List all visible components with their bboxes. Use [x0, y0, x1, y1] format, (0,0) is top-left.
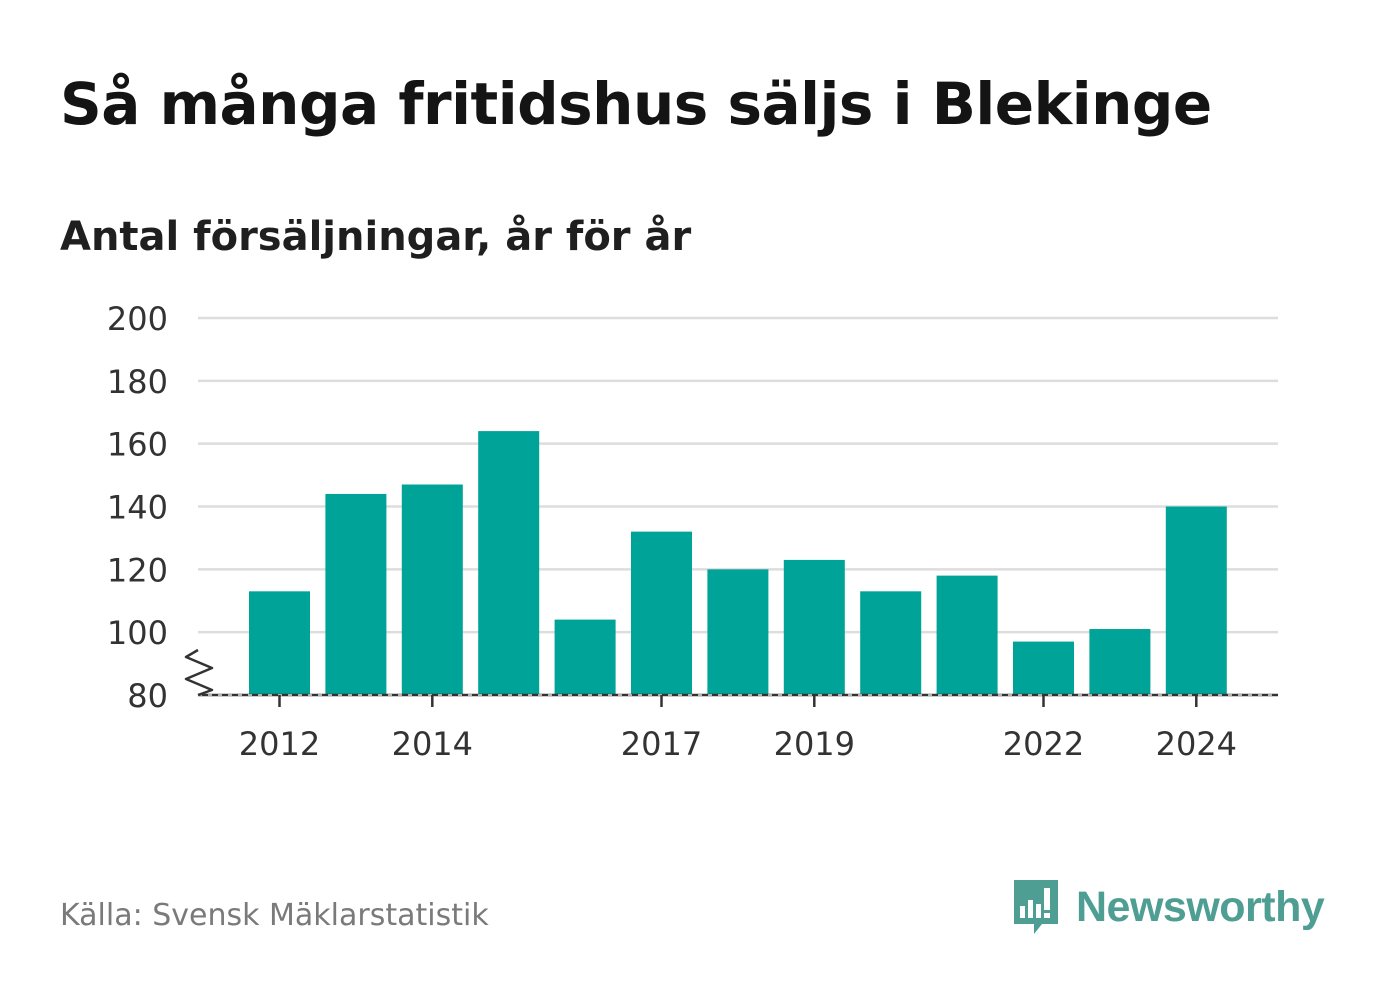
bar-2022	[1013, 641, 1074, 695]
bar-2017	[631, 531, 692, 695]
x-tick-label: 2024	[1156, 725, 1237, 763]
bar-2021	[936, 575, 998, 695]
axis-break-icon	[184, 648, 214, 697]
y-tick-label: 160	[107, 426, 168, 464]
bar-2018	[707, 569, 769, 695]
bar-2020	[860, 591, 922, 695]
bar-2016	[554, 619, 616, 695]
newsworthy-logo-icon	[1014, 880, 1058, 934]
y-tick-label: 140	[107, 489, 168, 527]
x-tick-label: 2017	[621, 725, 702, 763]
brand-logo: Newsworthy	[1010, 876, 1325, 938]
bar-2012	[249, 591, 310, 695]
chart-title: Så många fritidshus säljs i Blekinge	[60, 70, 1212, 138]
x-tick-label: 2014	[392, 725, 473, 763]
x-tick-label: 2019	[774, 725, 855, 763]
y-tick-label: 200	[107, 300, 168, 338]
y-tick-label: 120	[107, 551, 168, 589]
bar-2014	[401, 484, 463, 695]
x-tick-label: 2022	[1003, 725, 1084, 763]
y-tick-label: 100	[107, 614, 168, 652]
chart-subtitle: Antal försäljningar, år för år	[60, 214, 692, 260]
y-tick-label: 80	[127, 677, 168, 715]
brand-name: Newsworthy	[1076, 882, 1325, 931]
bar-2013	[325, 493, 387, 695]
bar-2019	[783, 559, 845, 695]
source-note: Källa: Svensk Mäklarstatistik	[60, 898, 489, 933]
y-tick-label: 180	[107, 363, 168, 401]
bar-2023	[1089, 629, 1151, 695]
bar-2015	[478, 431, 540, 695]
bar-2024	[1165, 506, 1227, 695]
x-tick-label: 2012	[239, 725, 320, 763]
